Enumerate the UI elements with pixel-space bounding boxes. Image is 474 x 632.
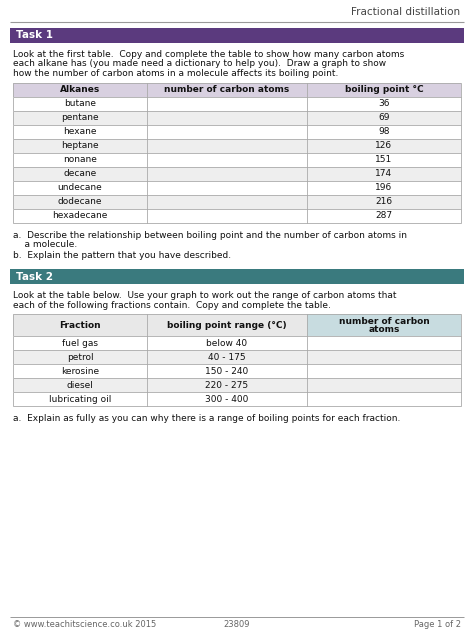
Text: dodecane: dodecane bbox=[58, 197, 102, 206]
Bar bbox=[13, 336, 461, 350]
Bar bbox=[13, 364, 461, 378]
Text: Alkanes: Alkanes bbox=[60, 85, 100, 94]
Text: 220 - 275: 220 - 275 bbox=[205, 380, 248, 389]
Text: a.  Describe the relationship between boiling point and the number of carbon ato: a. Describe the relationship between boi… bbox=[13, 231, 407, 240]
Text: a.  Explain as fully as you can why there is a range of boiling points for each : a. Explain as fully as you can why there… bbox=[13, 414, 401, 423]
Text: 126: 126 bbox=[375, 141, 392, 150]
Text: fuel gas: fuel gas bbox=[62, 339, 98, 348]
Text: 98: 98 bbox=[378, 127, 390, 136]
Bar bbox=[13, 181, 461, 195]
Bar bbox=[147, 314, 307, 336]
Text: Task 1: Task 1 bbox=[16, 30, 53, 40]
Bar bbox=[13, 336, 461, 350]
Text: heptane: heptane bbox=[61, 141, 99, 150]
Bar bbox=[13, 181, 461, 195]
Bar bbox=[147, 83, 307, 97]
Text: each of the following fractions contain.  Copy and complete the table.: each of the following fractions contain.… bbox=[13, 300, 331, 310]
Bar bbox=[13, 350, 461, 364]
Bar bbox=[13, 378, 461, 392]
Text: number of carbon: number of carbon bbox=[338, 317, 429, 325]
Bar bbox=[13, 314, 147, 336]
Bar bbox=[13, 125, 461, 138]
Bar bbox=[13, 314, 461, 336]
Bar bbox=[13, 152, 461, 166]
Bar bbox=[13, 138, 461, 152]
Bar bbox=[13, 152, 461, 166]
Text: hexane: hexane bbox=[63, 127, 97, 136]
Text: 151: 151 bbox=[375, 155, 392, 164]
Bar bbox=[10, 28, 464, 43]
Text: Fractional distillation: Fractional distillation bbox=[351, 7, 460, 17]
Text: 216: 216 bbox=[375, 197, 392, 206]
Text: Fraction: Fraction bbox=[59, 320, 101, 329]
Bar bbox=[13, 138, 461, 152]
Bar bbox=[307, 83, 461, 97]
Text: below 40: below 40 bbox=[207, 339, 247, 348]
Text: hexadecane: hexadecane bbox=[52, 211, 108, 220]
Text: 150 - 240: 150 - 240 bbox=[205, 367, 249, 375]
Text: 174: 174 bbox=[375, 169, 392, 178]
Bar bbox=[13, 209, 461, 222]
Text: nonane: nonane bbox=[63, 155, 97, 164]
Text: 196: 196 bbox=[375, 183, 392, 192]
Bar bbox=[13, 392, 461, 406]
Text: number of carbon atoms: number of carbon atoms bbox=[164, 85, 290, 94]
Bar bbox=[13, 364, 461, 378]
Bar bbox=[13, 97, 461, 111]
Text: each alkane has (you made need a dictionary to help you).  Draw a graph to show: each alkane has (you made need a diction… bbox=[13, 59, 386, 68]
Text: b.  Explain the pattern that you have described.: b. Explain the pattern that you have des… bbox=[13, 252, 231, 260]
Text: Look at the table below.  Use your graph to work out the range of carbon atoms t: Look at the table below. Use your graph … bbox=[13, 291, 396, 300]
Bar bbox=[13, 83, 461, 97]
Text: pentane: pentane bbox=[61, 113, 99, 122]
Text: diesel: diesel bbox=[66, 380, 93, 389]
Text: a molecule.: a molecule. bbox=[13, 240, 77, 249]
Bar bbox=[13, 166, 461, 181]
Text: how the number of carbon atoms in a molecule affects its boiling point.: how the number of carbon atoms in a mole… bbox=[13, 69, 338, 78]
Bar bbox=[13, 125, 461, 138]
Text: Page 1 of 2: Page 1 of 2 bbox=[414, 620, 461, 629]
Text: 40 - 175: 40 - 175 bbox=[208, 353, 246, 362]
Text: 36: 36 bbox=[378, 99, 390, 108]
Bar bbox=[10, 269, 464, 284]
Bar bbox=[13, 195, 461, 209]
Text: decane: decane bbox=[64, 169, 97, 178]
Bar bbox=[13, 209, 461, 222]
Bar bbox=[13, 392, 461, 406]
Bar bbox=[13, 378, 461, 392]
Bar bbox=[307, 314, 461, 336]
Text: lubricating oil: lubricating oil bbox=[49, 394, 111, 403]
Text: butane: butane bbox=[64, 99, 96, 108]
Bar bbox=[13, 350, 461, 364]
Bar bbox=[13, 166, 461, 181]
Text: 287: 287 bbox=[375, 211, 392, 220]
Text: 23809: 23809 bbox=[224, 620, 250, 629]
Text: kerosine: kerosine bbox=[61, 367, 99, 375]
Bar bbox=[13, 111, 461, 125]
Text: boiling point range (°C): boiling point range (°C) bbox=[167, 320, 287, 329]
Bar bbox=[13, 97, 461, 111]
Text: Task 2: Task 2 bbox=[16, 272, 53, 281]
Bar bbox=[13, 195, 461, 209]
Text: undecane: undecane bbox=[58, 183, 102, 192]
Bar bbox=[13, 111, 461, 125]
Bar bbox=[13, 83, 147, 97]
Text: atoms: atoms bbox=[368, 324, 400, 334]
Text: © www.teachitscience.co.uk 2015: © www.teachitscience.co.uk 2015 bbox=[13, 620, 156, 629]
Text: 300 - 400: 300 - 400 bbox=[205, 394, 249, 403]
Text: 69: 69 bbox=[378, 113, 390, 122]
Text: Look at the first table.  Copy and complete the table to show how many carbon at: Look at the first table. Copy and comple… bbox=[13, 50, 404, 59]
Text: petrol: petrol bbox=[67, 353, 93, 362]
Text: boiling point °C: boiling point °C bbox=[345, 85, 423, 94]
